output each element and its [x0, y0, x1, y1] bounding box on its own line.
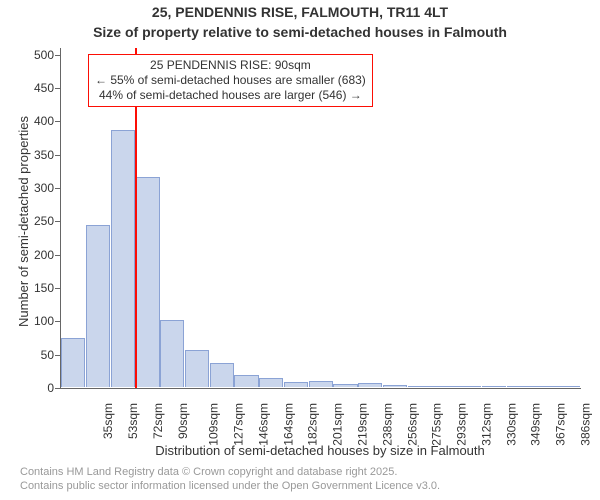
histogram-bar: [531, 386, 555, 387]
x-tick-label: 146sqm: [257, 403, 271, 446]
histogram-bar: [61, 338, 85, 387]
y-tick-mark: [55, 55, 60, 56]
x-tick-label: 53sqm: [126, 403, 140, 439]
x-tick-label: 127sqm: [232, 403, 246, 446]
histogram-bar: [284, 382, 308, 387]
histogram-bar: [457, 386, 481, 387]
x-tick-label: 256sqm: [405, 403, 419, 446]
y-tick-label: 250: [24, 214, 54, 228]
histogram-bar: [333, 384, 357, 387]
x-tick-label: 219sqm: [356, 403, 370, 446]
histogram-bar: [432, 386, 456, 387]
x-tick-label: 293sqm: [455, 403, 469, 446]
x-tick-label: 201sqm: [331, 403, 345, 446]
y-tick-mark: [55, 121, 60, 122]
y-tick-mark: [55, 255, 60, 256]
y-tick-label: 300: [24, 181, 54, 195]
x-tick-label: 238sqm: [380, 403, 394, 446]
y-tick-mark: [55, 355, 60, 356]
histogram-bar: [111, 130, 135, 387]
histogram-bar: [86, 225, 110, 387]
attribution-line2: Contains public sector information licen…: [20, 480, 440, 494]
x-tick-label: 367sqm: [554, 403, 568, 446]
histogram-bar: [383, 385, 407, 387]
y-tick-label: 150: [24, 281, 54, 295]
y-tick-mark: [55, 155, 60, 156]
y-tick-label: 50: [24, 348, 54, 362]
x-tick-label: 349sqm: [529, 403, 543, 446]
y-tick-label: 0: [24, 381, 54, 395]
histogram-bar: [135, 177, 159, 387]
attribution-line1: Contains HM Land Registry data © Crown c…: [20, 466, 440, 480]
x-tick-label: 90sqm: [176, 403, 190, 439]
callout-line2: ← 55% of semi-detached houses are smalle…: [95, 73, 366, 88]
chart-title-line2: Size of property relative to semi-detach…: [0, 24, 600, 40]
y-tick-mark: [55, 221, 60, 222]
x-tick-label: 330sqm: [504, 403, 518, 446]
x-tick-label: 164sqm: [281, 403, 295, 446]
y-tick-label: 400: [24, 114, 54, 128]
histogram-bar: [259, 378, 283, 387]
chart-title-line1: 25, PENDENNIS RISE, FALMOUTH, TR11 4LT: [0, 4, 600, 20]
callout-box: 25 PENDENNIS RISE: 90sqm ← 55% of semi-d…: [88, 54, 373, 107]
histogram-bar: [309, 381, 333, 387]
x-tick-label: 109sqm: [207, 403, 221, 446]
y-tick-mark: [55, 388, 60, 389]
histogram-bar: [210, 363, 234, 387]
y-tick-label: 350: [24, 148, 54, 162]
histogram-bar: [507, 386, 531, 387]
x-tick-label: 386sqm: [579, 403, 593, 446]
x-tick-label: 275sqm: [430, 403, 444, 446]
histogram-bar: [160, 320, 184, 387]
histogram-bar: [408, 386, 432, 387]
y-tick-mark: [55, 88, 60, 89]
histogram-bar: [556, 386, 580, 387]
y-tick-mark: [55, 288, 60, 289]
histogram-bar: [234, 375, 258, 387]
callout-line1: 25 PENDENNIS RISE: 90sqm: [95, 58, 366, 73]
x-tick-label: 35sqm: [101, 403, 115, 439]
histogram-bar: [482, 386, 506, 387]
x-tick-label: 312sqm: [480, 403, 494, 446]
y-tick-mark: [55, 188, 60, 189]
callout-line3: 44% of semi-detached houses are larger (…: [95, 88, 366, 103]
y-tick-label: 450: [24, 81, 54, 95]
y-tick-mark: [55, 321, 60, 322]
histogram-bar: [358, 383, 382, 387]
histogram-bar: [185, 350, 209, 387]
chart-container: 25, PENDENNIS RISE, FALMOUTH, TR11 4LT S…: [0, 0, 600, 500]
y-tick-label: 100: [24, 314, 54, 328]
x-tick-label: 72sqm: [151, 403, 165, 439]
y-tick-label: 500: [24, 48, 54, 62]
x-tick-label: 182sqm: [306, 403, 320, 446]
attribution-text: Contains HM Land Registry data © Crown c…: [20, 466, 440, 494]
y-tick-label: 200: [24, 248, 54, 262]
x-axis-label: Distribution of semi-detached houses by …: [60, 443, 580, 458]
